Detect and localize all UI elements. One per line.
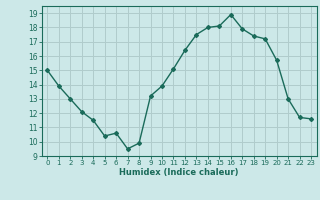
- X-axis label: Humidex (Indice chaleur): Humidex (Indice chaleur): [119, 168, 239, 177]
